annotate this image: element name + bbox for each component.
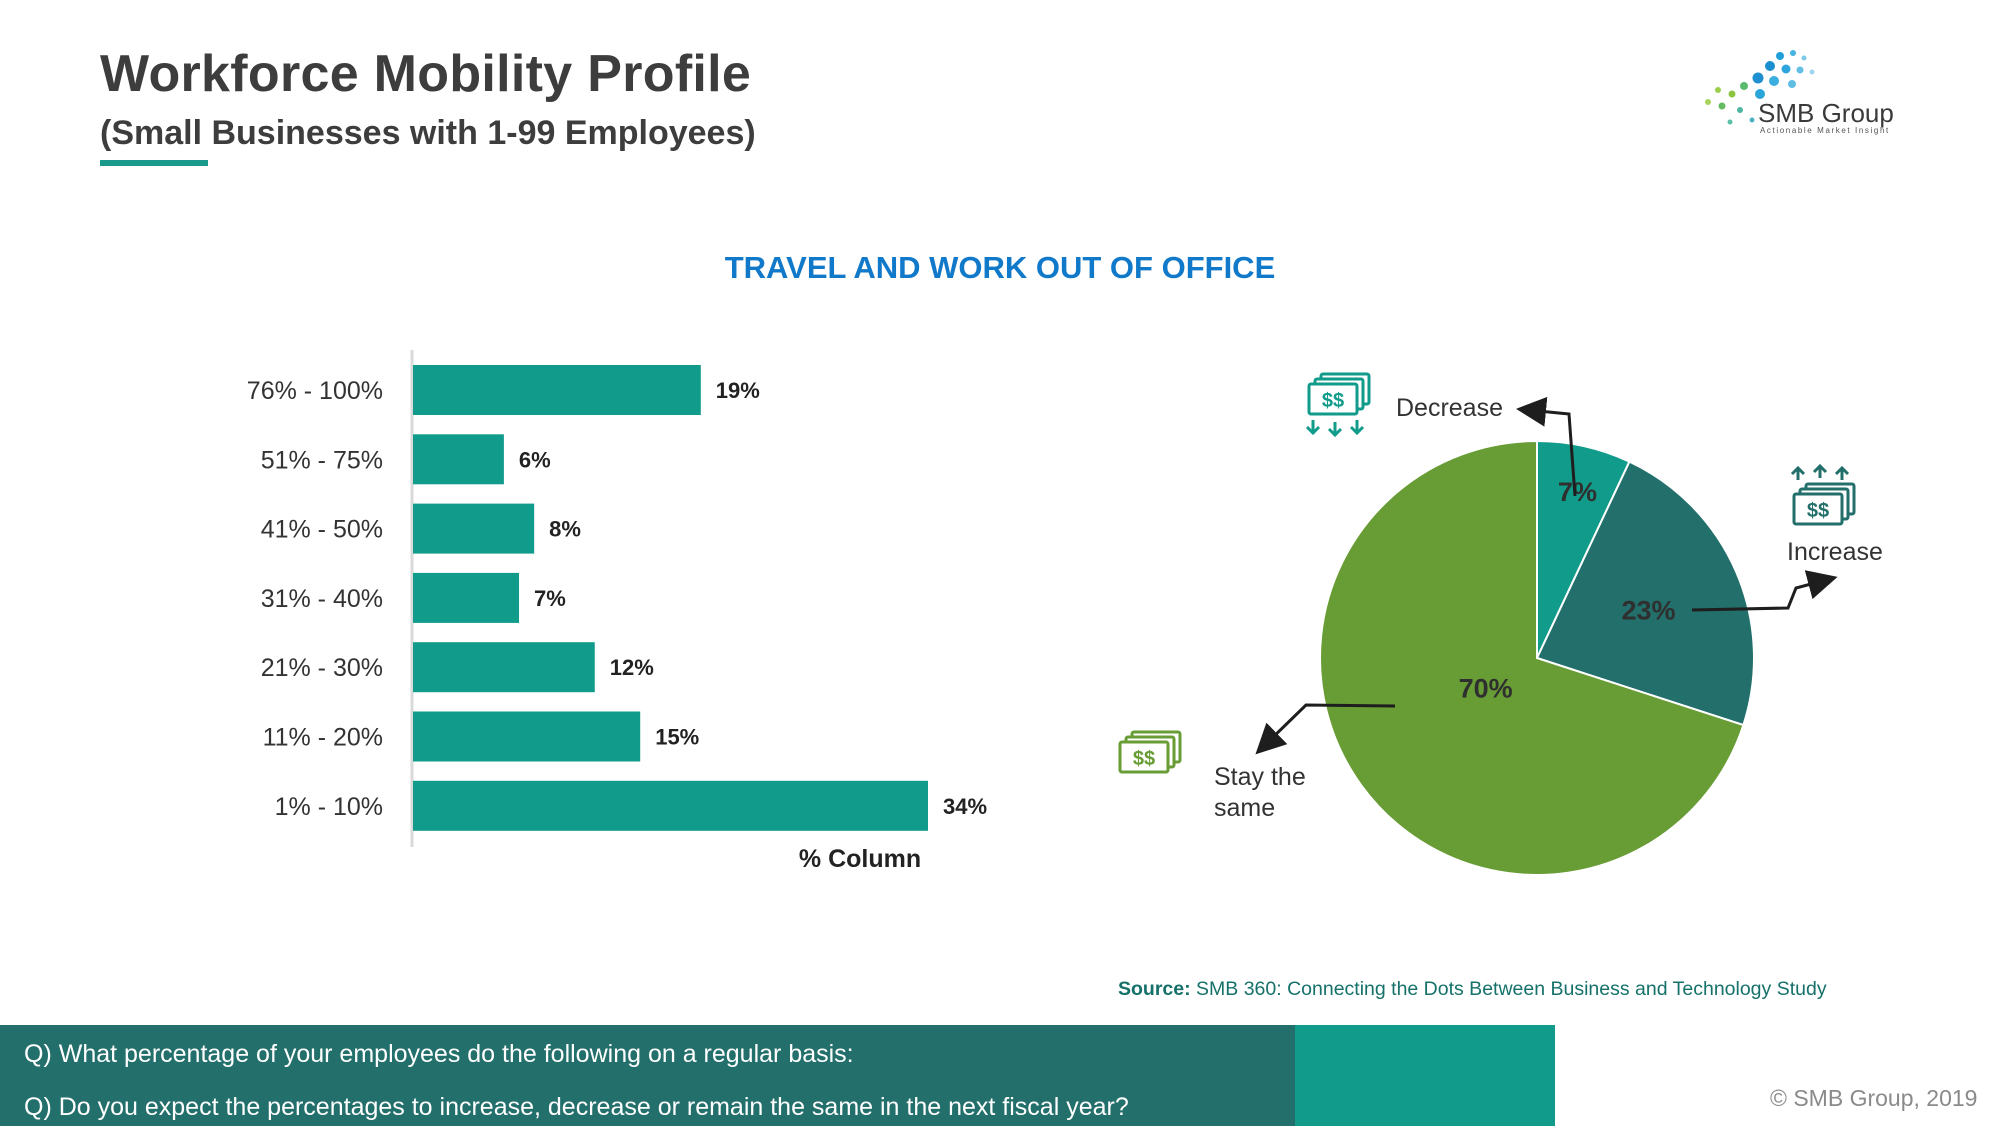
chart-heading: TRAVEL AND WORK OUT OF OFFICE	[724, 250, 1276, 285]
source-label: Source:	[1118, 978, 1191, 1000]
svg-text:$$: $$	[1322, 390, 1344, 412]
bar-value-label: 15%	[655, 725, 699, 750]
source-text: SMB 360: Connecting the Dots Between Bus…	[1196, 978, 1827, 1000]
increase-arrow	[1691, 570, 1838, 612]
bar	[413, 572, 520, 623]
money-stack-icon: $$	[1118, 730, 1182, 774]
bar-category-label: 41% - 50%	[261, 516, 383, 544]
pie-slice	[1536, 439, 1631, 659]
bar	[413, 434, 504, 485]
pie-value-label: 70%	[1459, 673, 1513, 703]
page-subtitle: (Small Businesses with 1-99 Employees)	[100, 114, 756, 152]
bar	[413, 642, 595, 693]
bar-category-label: 1% - 10%	[275, 793, 383, 821]
bar	[413, 365, 701, 415]
bar-category-label: 31% - 40%	[261, 585, 383, 613]
bar-chart: 76% - 100% 19% 51% - 75% 6% 41% - 50% 8% 31% -…	[247, 350, 987, 847]
pie-value-label: 23%	[1622, 596, 1676, 626]
pie-value-label: 7%	[1558, 477, 1597, 507]
pie-legend-same: Stay the same	[1214, 763, 1306, 822]
question-1: Q) What percentage of your employees do …	[24, 1040, 854, 1068]
bar-category-label: 51% - 75%	[261, 446, 383, 474]
question-bar	[0, 1025, 1295, 1126]
bar	[413, 711, 641, 762]
bar	[413, 503, 535, 554]
decrease-arrow	[1516, 396, 1577, 497]
logo-name: SMB Group	[1758, 98, 1894, 128]
bar-category-label: 11% - 20%	[263, 724, 383, 752]
bar	[413, 780, 928, 831]
question-bar-accent	[1295, 1025, 1555, 1126]
bar-value-label: 6%	[519, 447, 551, 472]
bar-chart-x-axis-label: % Column	[798, 845, 922, 873]
question-2: Q) Do you expect the percentages to incr…	[24, 1093, 1129, 1121]
smb-group-logo-dots-icon	[1705, 50, 1815, 125]
same-arrow	[1255, 703, 1396, 755]
svg-text:$$: $$	[1133, 748, 1155, 770]
page-title: Workforce Mobility Profile	[100, 45, 752, 103]
bar-value-label: 34%	[943, 794, 987, 819]
pie-slice	[1319, 439, 1745, 876]
bar-value-label: 19%	[716, 378, 760, 403]
title-underline	[100, 160, 208, 166]
bar-value-label: 12%	[610, 655, 654, 680]
money-down-arrows-icon: $$	[1305, 372, 1371, 438]
bar-value-label: 8%	[549, 517, 581, 542]
logo-tagline: Actionable Market Insight	[1760, 126, 1890, 135]
bar-category-label: 76% - 100%	[247, 377, 383, 405]
svg-text:$$: $$	[1807, 500, 1829, 522]
pie-legend-decrease: Decrease	[1396, 394, 1503, 422]
bar-value-label: 7%	[534, 586, 566, 611]
copyright: © SMB Group, 2019	[1770, 1085, 1978, 1111]
pie-slice	[1535, 460, 1755, 727]
money-up-arrows-icon: $$	[1790, 463, 1856, 526]
source-note: Source: SMB 360: Connecting the Dots Bet…	[1118, 978, 1827, 1001]
bar-category-label: 21% - 30%	[261, 654, 383, 682]
pie-legend-increase: Increase	[1787, 538, 1883, 566]
